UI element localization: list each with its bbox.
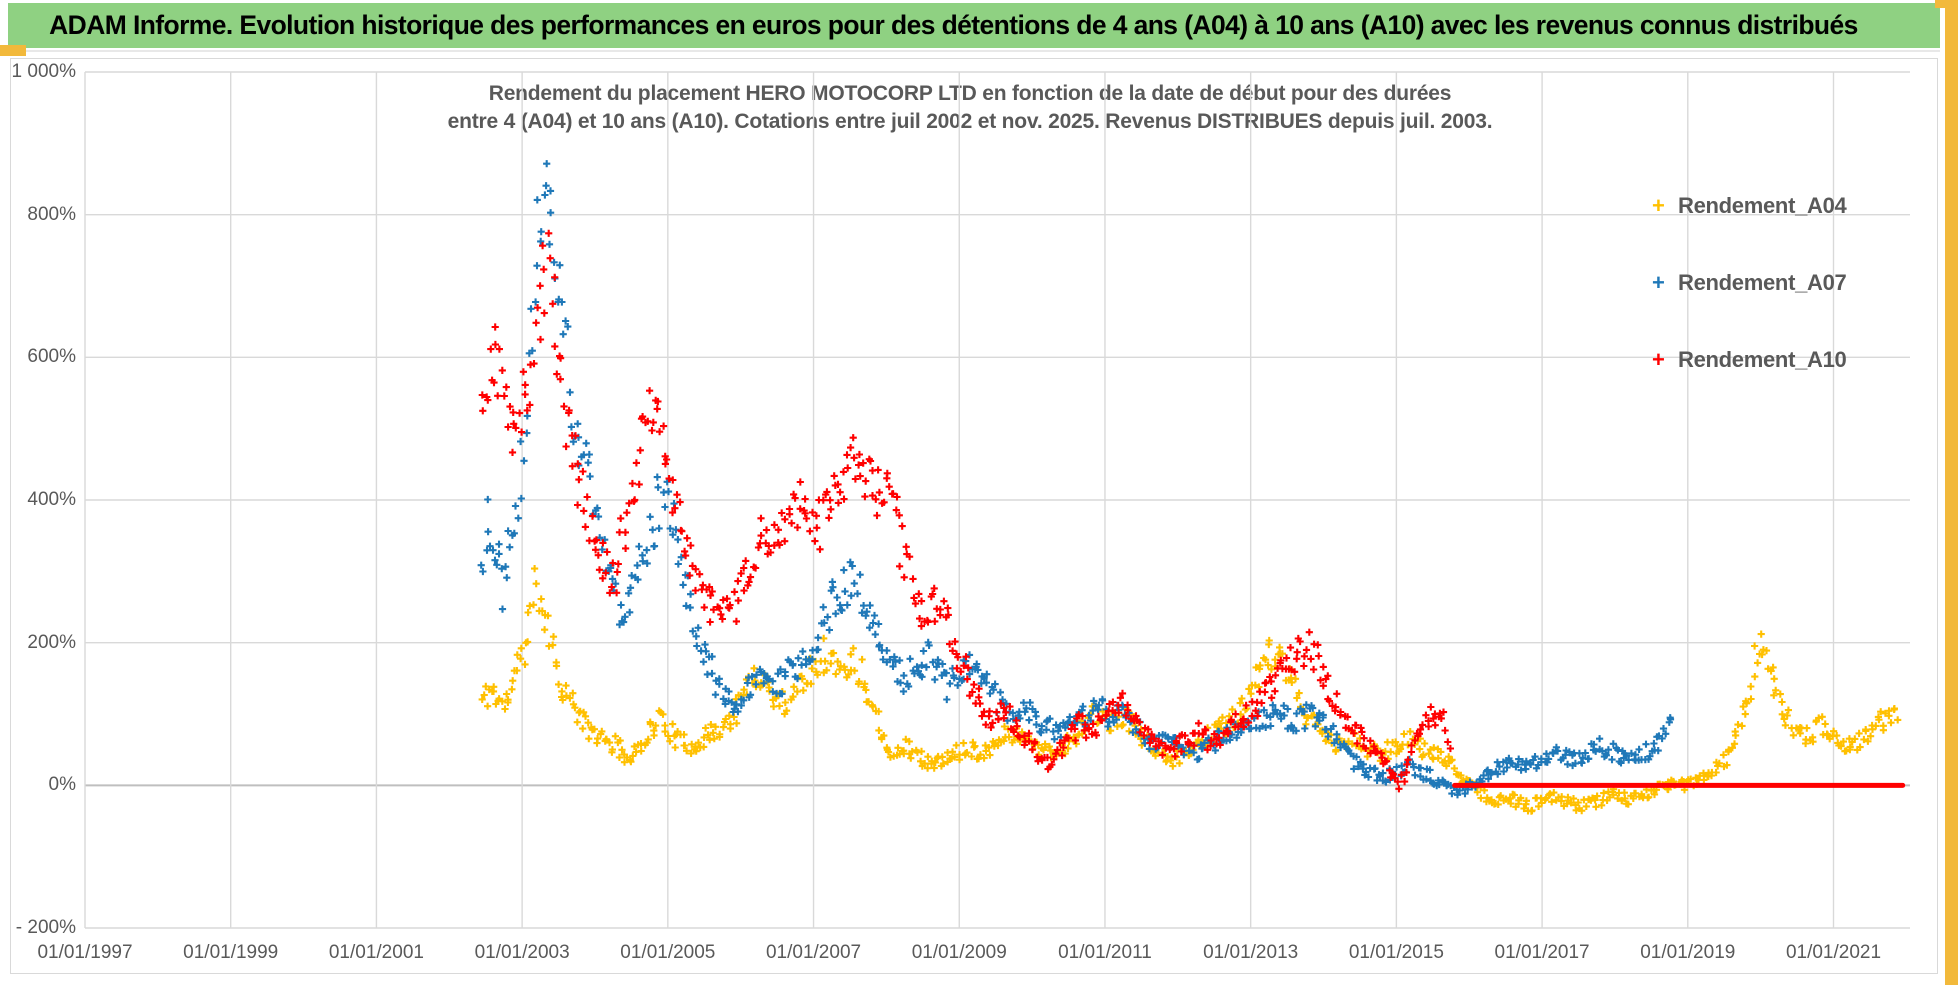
xtick-label: 01/01/1999 [183,942,279,963]
ytick-label: 0% [48,774,76,796]
plus-marker-icon: + [1652,347,1665,372]
legend-item-a10[interactable]: + Rendement_A10 [1652,344,1942,376]
xtick-label: 01/01/2001 [328,942,424,963]
banner-title: ADAM Informe. Evolution historique des p… [49,10,1858,40]
chart-title: Rendement du placement HERO MOTOCORP LTD… [240,80,1700,136]
legend: + Rendement_A04 + Rendement_A07 + Rendem… [1652,190,1942,421]
xtick-label: 01/01/2003 [474,942,570,963]
banner-underline [8,50,1940,52]
ytick-label: - 200% [15,917,76,938]
legend-item-a07[interactable]: + Rendement_A07 [1652,267,1942,299]
xtick-label: 01/01/1997 [37,942,133,963]
gold-accent-right-border [1945,0,1958,985]
ytick-label: 800% [27,203,76,225]
plus-marker-icon: + [1652,270,1665,295]
series-Rendement_A07 [477,160,1675,799]
ytick-label: 400% [27,489,76,510]
xtick-label: 01/01/2011 [1058,942,1152,963]
legend-label-a10: Rendement_A10 [1678,347,1847,372]
xtick-label: 01/01/2021 [1785,942,1882,963]
ytick-label: 600% [27,346,76,368]
chart-frame [10,58,1938,974]
legend-label-a07: Rendement_A07 [1678,270,1847,295]
chart-title-line1: Rendement du placement HERO MOTOCORP LTD… [488,82,1452,105]
legend-label-a04: Rendement_A04 [1678,193,1847,218]
series-Rendement_A04 [478,565,1902,815]
xtick-label: 01/01/2013 [1203,942,1299,963]
ytick-label: 1 000% [11,61,76,82]
banner: ADAM Informe. Evolution historique des p… [8,3,1940,48]
plus-marker-icon: + [1652,193,1665,218]
xtick-label: 01/01/2019 [1640,942,1736,963]
gold-accent-left [0,45,26,56]
gold-accent-top-right [1935,0,1945,8]
xtick-label: 01/01/2009 [911,942,1007,963]
xtick-label: 01/01/2005 [620,942,716,963]
xtick-label: 01/01/2007 [765,942,862,963]
legend-item-a04[interactable]: + Rendement_A04 [1652,190,1942,222]
xtick-label: 01/01/2015 [1348,942,1444,963]
ytick-label: 200% [27,631,76,653]
series-Rendement_A10 [478,229,1454,793]
chart-title-line2: entre 4 (A04) et 10 ans (A10). Cotations… [447,110,1493,133]
xtick-label: 01/01/2017 [1494,942,1590,963]
